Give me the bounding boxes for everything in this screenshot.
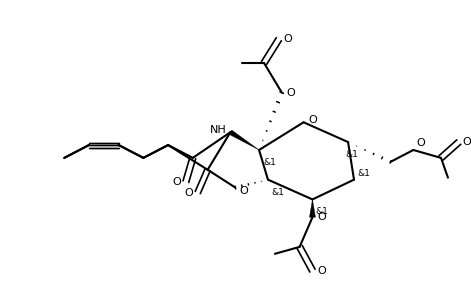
Text: O: O [416, 138, 425, 148]
Polygon shape [309, 199, 316, 217]
Text: O: O [309, 115, 317, 125]
Text: &1: &1 [271, 188, 284, 197]
Text: O: O [317, 212, 326, 222]
Text: O: O [239, 186, 248, 196]
Text: O: O [284, 34, 292, 44]
Text: O: O [287, 88, 295, 98]
Text: &1: &1 [316, 207, 328, 216]
Text: &1: &1 [263, 158, 276, 167]
Text: O: O [184, 187, 193, 198]
Text: O: O [172, 177, 181, 187]
Text: O: O [317, 266, 326, 276]
Polygon shape [229, 130, 259, 150]
Text: &1: &1 [357, 169, 370, 178]
Text: NH: NH [210, 125, 227, 135]
Text: &1: &1 [345, 150, 358, 159]
Text: O: O [463, 137, 471, 147]
